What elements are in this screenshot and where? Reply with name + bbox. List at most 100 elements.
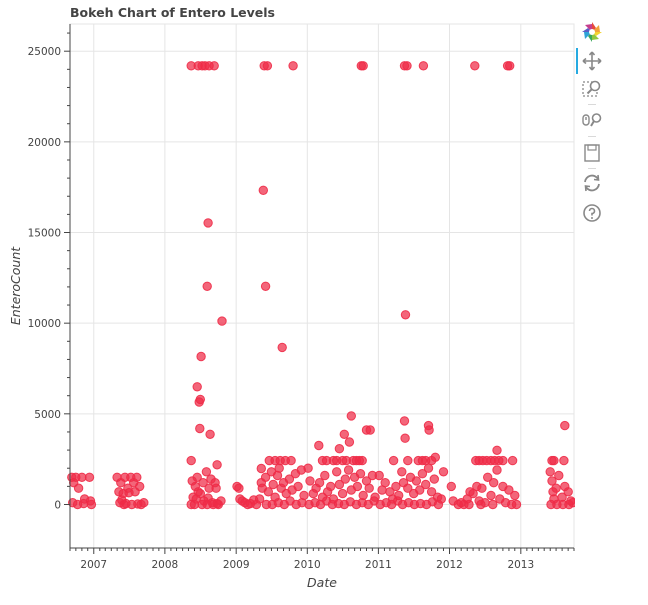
- y-tick-label: 20000: [28, 137, 61, 149]
- data-point: [559, 455, 569, 466]
- data-point: [234, 483, 244, 493]
- y-tick-label: 0: [54, 499, 61, 511]
- data-point: [554, 470, 564, 481]
- data-point: [430, 452, 440, 462]
- x-tick-label: 2011: [365, 559, 392, 571]
- data-point: [339, 429, 349, 439]
- toolbar-separator: [588, 168, 596, 169]
- data-point: [260, 472, 271, 482]
- x-axis-ticks: 2007 2008 2009 2010 2011 2012 2013: [69, 548, 575, 571]
- data-point: [217, 316, 227, 326]
- data-point: [415, 485, 425, 495]
- data-point: [196, 351, 206, 362]
- data-point: [130, 487, 140, 497]
- y-axis-label: EnteroCount: [8, 246, 23, 325]
- box-zoom-icon[interactable]: [580, 77, 604, 101]
- data-point: [402, 61, 412, 71]
- data-point: [192, 472, 202, 482]
- data-point: [73, 483, 84, 493]
- data-point: [424, 425, 434, 435]
- data-point: [209, 61, 219, 71]
- chart-toolbar: [576, 20, 608, 230]
- active-tool-indicator: [576, 48, 578, 74]
- data-point: [203, 218, 213, 228]
- x-tick-label: 2010: [294, 559, 321, 571]
- data-point: [446, 481, 456, 492]
- data-point: [403, 455, 413, 466]
- data-point: [305, 476, 315, 486]
- data-point: [365, 425, 375, 435]
- data-point: [421, 479, 431, 490]
- data-point: [397, 467, 407, 477]
- bokeh-logo-icon[interactable]: [580, 20, 604, 44]
- data-point: [284, 474, 295, 484]
- data-point: [286, 455, 296, 466]
- toolbar-separator: [588, 104, 596, 105]
- data-point: [340, 474, 350, 484]
- data-point: [263, 487, 273, 497]
- data-point: [511, 499, 522, 510]
- data-point: [498, 455, 508, 466]
- data-point: [483, 472, 493, 482]
- data-point: [332, 467, 342, 477]
- data-point: [337, 488, 348, 499]
- data-point: [344, 437, 355, 447]
- data-point: [260, 281, 271, 291]
- data-point: [201, 467, 212, 477]
- data-point: [84, 472, 95, 482]
- data-point: [119, 499, 129, 510]
- data-point: [355, 469, 366, 479]
- data-point: [470, 61, 480, 71]
- data-point: [262, 61, 273, 71]
- data-point: [507, 455, 518, 466]
- data-point: [510, 490, 520, 501]
- data-point: [320, 470, 330, 481]
- reset-icon[interactable]: [580, 171, 604, 195]
- data-point: [258, 185, 268, 196]
- x-tick-label: 2013: [507, 559, 534, 571]
- data-point: [492, 445, 502, 455]
- data-point: [256, 463, 266, 474]
- data-point: [436, 494, 446, 504]
- toolbar-separator: [588, 136, 596, 137]
- data-point: [357, 455, 367, 466]
- data-point: [568, 498, 575, 508]
- save-icon[interactable]: [580, 141, 604, 165]
- wheel-zoom-icon[interactable]: [580, 109, 604, 133]
- data-point: [212, 460, 222, 470]
- data-point: [205, 429, 215, 439]
- data-point: [380, 478, 390, 488]
- scatter-chart[interactable]: Bokeh Chart of Entero Levels 0 5000 10000 1…: [0, 0, 575, 605]
- data-point: [277, 342, 287, 353]
- data-point: [374, 470, 384, 481]
- pan-icon[interactable]: [580, 49, 604, 73]
- y-tick-label: 5000: [34, 409, 61, 421]
- data-point: [468, 488, 478, 499]
- data-point: [489, 478, 499, 488]
- data-point: [438, 467, 449, 477]
- data-point: [477, 483, 487, 493]
- x-tick-label: 2007: [80, 559, 107, 571]
- data-point: [216, 496, 226, 506]
- chart-title: Bokeh Chart of Entero Levels: [70, 5, 275, 20]
- data-point: [343, 465, 354, 475]
- data-point: [411, 476, 422, 486]
- data-point: [288, 61, 298, 71]
- data-point: [192, 382, 202, 392]
- data-point: [139, 498, 149, 508]
- data-point: [254, 494, 265, 504]
- data-point: [486, 490, 496, 501]
- data-point: [488, 499, 498, 510]
- data-point: [314, 440, 324, 451]
- data-point: [193, 487, 203, 497]
- data-point: [186, 455, 196, 466]
- y-tick-label: 15000: [28, 228, 61, 240]
- data-point: [78, 498, 89, 509]
- data-point: [545, 467, 555, 477]
- y-tick-label: 25000: [28, 46, 61, 58]
- data-point: [314, 478, 325, 488]
- data-point: [202, 281, 212, 291]
- data-point: [194, 397, 204, 407]
- data-point: [464, 499, 474, 510]
- help-icon[interactable]: [580, 201, 604, 225]
